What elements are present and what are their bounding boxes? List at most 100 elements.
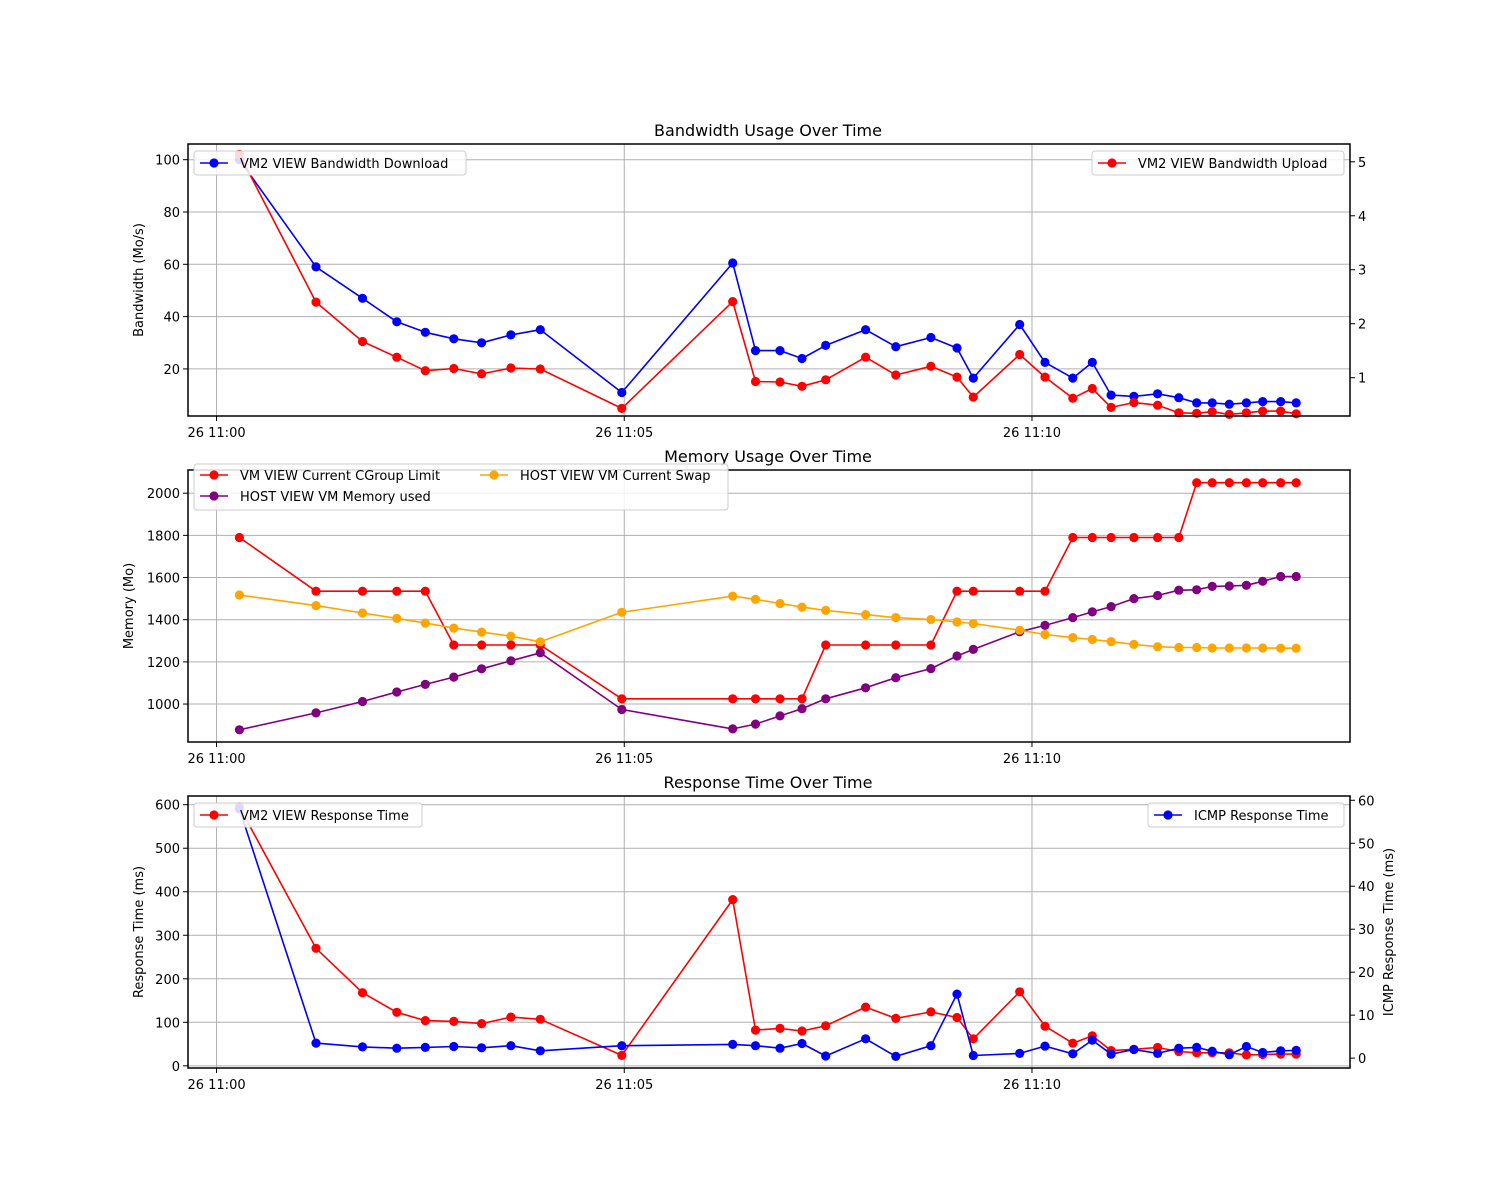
bandwidth-series-red-point xyxy=(392,352,402,362)
bandwidth-legend-left-box xyxy=(193,150,467,176)
response-series-blue-point xyxy=(861,1034,871,1044)
memory-series-red-point xyxy=(1192,478,1202,488)
bandwidth-series-red-point xyxy=(861,352,871,362)
response-x-tick-label: 26 11:10 xyxy=(1003,1078,1061,1093)
memory-series-purple-point xyxy=(1291,571,1301,582)
memory-series-orange-point xyxy=(449,623,459,633)
response-series-red-point xyxy=(1015,987,1025,997)
memory-series-red-point xyxy=(1276,478,1286,488)
memory-series-orange-point xyxy=(234,590,244,600)
bandwidth-series-red-point xyxy=(775,377,785,387)
bandwidth-series-red-point xyxy=(750,376,761,387)
response-series-blue-point xyxy=(357,1042,368,1052)
bandwidth-y-tick-label: 60 xyxy=(163,258,180,273)
bandwidth-y2-tick-label: 4 xyxy=(1358,210,1366,225)
response-series-red-point xyxy=(1040,1021,1050,1031)
memory-series-red-point xyxy=(891,640,901,650)
memory-series-red-point xyxy=(750,694,761,704)
response-y-tick-label: 200 xyxy=(155,973,180,988)
memory-series-purple-point xyxy=(449,672,459,682)
response-x-tick-label: 26 11:00 xyxy=(187,1078,245,1093)
bandwidth-series-blue-point xyxy=(750,346,761,356)
bandwidth-series-blue-point xyxy=(1192,398,1202,408)
memory-series-orange-point xyxy=(1040,629,1050,640)
bandwidth-series-blue-point xyxy=(617,387,627,398)
bandwidth-x-tick-label: 26 11:05 xyxy=(595,426,653,441)
bandwidth-series-red-point xyxy=(617,403,627,413)
memory-series-red-point xyxy=(1291,478,1301,488)
response-y2-tick-label: 30 xyxy=(1358,923,1375,938)
response-y2-tick-label: 20 xyxy=(1358,966,1375,981)
legend-swatch-marker xyxy=(209,810,219,820)
legend-label: VM2 VIEW Bandwidth Download xyxy=(240,157,448,172)
memory-series-purple-point xyxy=(1153,590,1163,601)
memory-series-orange-point xyxy=(1276,643,1286,653)
bandwidth-series-blue-point xyxy=(506,330,516,340)
memory-series-purple-point xyxy=(1258,576,1268,586)
response-series-red-point xyxy=(506,1012,516,1022)
bandwidth-y-tick-label: 20 xyxy=(163,363,180,378)
response-series-blue-point xyxy=(821,1051,831,1061)
response-legend-left-box xyxy=(193,802,423,828)
response-series-red-point xyxy=(797,1026,807,1036)
memory-series-red-point xyxy=(775,694,785,704)
memory-series-purple-point xyxy=(952,651,962,661)
response-series-red-point xyxy=(1241,1050,1251,1060)
memory-y-tick-label: 1000 xyxy=(147,698,180,713)
bandwidth-y-tick-label: 100 xyxy=(155,154,180,169)
bandwidth-chart-title: Bandwidth Usage Over Time xyxy=(654,121,882,140)
legend-label: HOST VIEW VM Current Swap xyxy=(520,469,711,484)
response-series-blue-point xyxy=(535,1046,545,1056)
memory-series-red-point xyxy=(861,640,871,650)
bandwidth-series-red-point xyxy=(449,363,459,374)
response-y-tick-label: 0 xyxy=(172,1060,180,1075)
memory-series-orange-point xyxy=(1015,625,1025,635)
memory-series-purple-point xyxy=(420,679,430,690)
response-series-blue-point xyxy=(1207,1046,1217,1056)
response-series-blue-point xyxy=(1129,1044,1139,1055)
response-series-blue-point xyxy=(420,1042,430,1052)
bandwidth-series-blue-point xyxy=(1207,398,1217,408)
bandwidth-series-blue-point xyxy=(357,293,368,303)
memory-chart-title: Memory Usage Over Time xyxy=(664,447,872,466)
response-series-blue-point xyxy=(891,1051,901,1061)
bandwidth-series-red-point xyxy=(1106,402,1116,412)
memory-series-orange-point xyxy=(392,613,402,624)
memory-series-red-point xyxy=(420,586,430,596)
response-series-blue-point xyxy=(477,1043,487,1053)
memory-series-purple-point xyxy=(1207,581,1217,592)
bandwidth-legend-right: VM2 VIEW Bandwidth Upload xyxy=(1091,150,1345,176)
memory-series-orange-point xyxy=(1174,642,1184,653)
memory-series-orange-point xyxy=(1224,643,1234,653)
bandwidth-series-red-point xyxy=(821,375,831,385)
response-series-red-point xyxy=(968,1034,978,1044)
memory-series-red-point xyxy=(926,640,936,650)
response-series-blue-point xyxy=(1258,1047,1268,1058)
response-series-red-point xyxy=(891,1013,901,1024)
memory-series-orange-point xyxy=(617,607,627,617)
memory-series-purple-point xyxy=(797,704,807,714)
bandwidth-y2-tick-label: 1 xyxy=(1358,372,1366,387)
memory-series-red-point xyxy=(449,640,459,650)
response-y2-tick-label: 40 xyxy=(1358,880,1375,895)
bandwidth-x-tick-label: 26 11:10 xyxy=(1003,426,1061,441)
memory-series-purple-point xyxy=(617,704,627,715)
bandwidth-series-red-point xyxy=(891,370,901,380)
memory-series-purple-point xyxy=(1224,581,1234,591)
memory-series-orange-point xyxy=(1106,637,1116,647)
response-series-blue-point xyxy=(952,989,962,999)
memory-series-purple-point xyxy=(775,711,785,721)
response-series-blue-point xyxy=(1276,1046,1286,1056)
bandwidth-series-blue-point xyxy=(392,317,402,327)
memory-series-purple-point xyxy=(535,648,545,658)
bandwidth-series-blue-point xyxy=(1291,398,1301,408)
memory-series-purple-point xyxy=(861,683,871,693)
bandwidth-series-red-point xyxy=(1129,397,1139,408)
response-series-blue-point xyxy=(1174,1043,1184,1053)
memory-series-purple-point xyxy=(357,696,368,707)
response-series-red-point xyxy=(1068,1038,1078,1048)
legend-label: VM2 VIEW Bandwidth Upload xyxy=(1138,157,1327,172)
response-series-red-point xyxy=(357,988,368,998)
bandwidth-series-red-point xyxy=(1153,400,1163,410)
legend-label: HOST VIEW VM Memory used xyxy=(240,490,431,505)
